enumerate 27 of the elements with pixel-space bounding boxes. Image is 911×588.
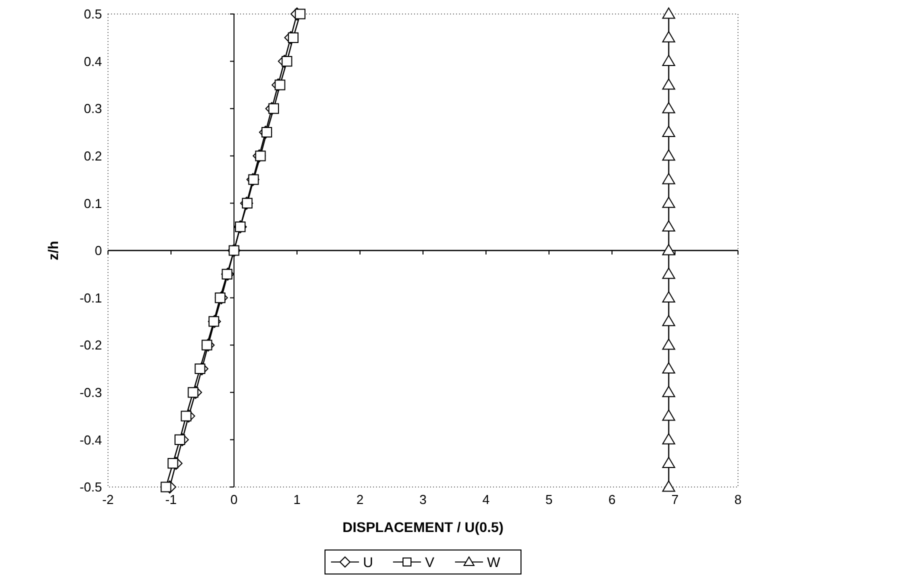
y-tick-label: -0.5 [80, 480, 102, 495]
x-tick-label: 1 [293, 492, 301, 507]
y-tick-label: 0.2 [84, 148, 102, 164]
x-tick-label: 2 [356, 492, 364, 507]
legend-label: V [425, 554, 435, 570]
legend-label: U [363, 554, 374, 570]
y-tick-label: 0.4 [84, 54, 102, 69]
x-tick-label: -2 [102, 492, 114, 507]
y-tick-label: -0.3 [80, 384, 102, 400]
x-tick-label: 3 [419, 492, 427, 507]
x-axis-title: DISPLACEMENT / U(0.5) [342, 519, 504, 535]
y-tick-label: 0.1 [84, 196, 102, 211]
x-tick-label: -1 [165, 492, 177, 507]
x-tick-label: 5 [545, 492, 553, 507]
y-tick-label: 0.5 [84, 6, 102, 22]
y-tick-label: -0.2 [80, 338, 102, 353]
x-tick-label: 6 [608, 492, 616, 507]
x-tick-label: 7 [671, 492, 679, 507]
y-tick-label: 0 [94, 243, 102, 258]
y-tick-label: 0.3 [84, 101, 102, 116]
legend-label: W [487, 554, 501, 570]
y-tick-label: -0.1 [80, 290, 102, 306]
x-tick-label: 8 [734, 492, 742, 507]
y-axis-title: z/h [45, 240, 61, 260]
x-tick-label: 4 [482, 492, 490, 507]
y-tick-label: -0.4 [80, 432, 102, 448]
x-tick-label: 0 [230, 492, 238, 507]
